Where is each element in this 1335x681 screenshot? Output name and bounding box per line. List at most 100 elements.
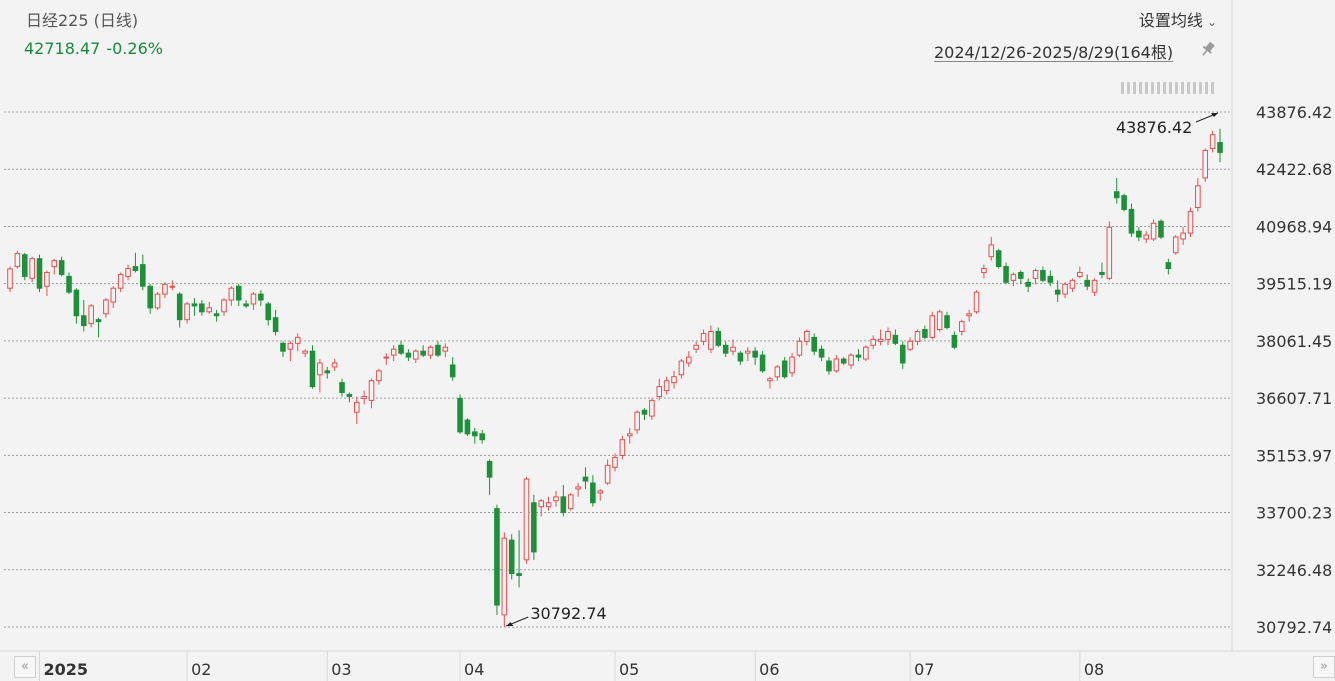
candle-body: [907, 340, 913, 350]
x-tick-label: 08: [1084, 660, 1104, 679]
candle-body: [678, 360, 685, 376]
candle-body: [44, 271, 50, 287]
candle-body: [258, 293, 264, 301]
candle-body: [951, 334, 958, 348]
candle-body: [1158, 220, 1164, 238]
candle-body: [501, 537, 508, 616]
candle-body: [553, 496, 559, 502]
candle-body: [1010, 273, 1017, 281]
x-tick-label: 06: [759, 660, 779, 679]
marker-strip: [1121, 82, 1214, 94]
candle-body: [811, 336, 817, 352]
candle-body: [656, 386, 663, 397]
candle-body: [7, 268, 13, 289]
candle-body: [1032, 269, 1039, 279]
candle-body: [789, 356, 795, 374]
candle-body: [715, 330, 722, 346]
candle-body: [1025, 281, 1031, 287]
candle-body: [1069, 279, 1076, 289]
price-quote: 42718.47 -0.26%: [24, 39, 169, 58]
candle-body: [117, 273, 124, 289]
candle-body: [494, 508, 500, 606]
candle-body: [700, 332, 707, 342]
last-price: 42718.47: [24, 39, 101, 58]
candle-body: [685, 356, 692, 364]
candle-body: [221, 299, 227, 313]
scroll-right-button[interactable]: »: [1313, 656, 1335, 678]
candle-body: [398, 344, 404, 354]
candle-body: [767, 378, 773, 382]
candle-body: [199, 303, 205, 313]
candle-body: [457, 397, 463, 433]
candle-body: [427, 346, 434, 356]
y-tick-label: 42422.68: [1256, 160, 1332, 179]
candle-body: [464, 419, 471, 435]
candle-body: [1106, 226, 1113, 279]
candle-body: [1062, 283, 1068, 295]
candle-body: [250, 293, 257, 305]
candle-body: [287, 342, 294, 350]
ma-settings-button[interactable]: 设置均线 ⌄: [1139, 7, 1217, 31]
candle-body: [80, 315, 87, 327]
candle-body: [66, 275, 72, 293]
y-tick-label: 43876.42: [1256, 103, 1332, 122]
candle-body: [1054, 289, 1061, 295]
candle-body: [420, 350, 426, 356]
candle-body: [848, 354, 854, 366]
candle-body: [619, 439, 626, 456]
low-arrowhead: [506, 622, 514, 626]
candle-body: [1217, 142, 1223, 153]
candle-body: [899, 344, 906, 364]
scroll-left-button[interactable]: «: [14, 656, 36, 678]
candle-body: [722, 344, 729, 354]
price-change: -0.26%: [106, 39, 163, 58]
candle-body: [486, 460, 493, 478]
y-tick-label: 32246.48: [1256, 561, 1332, 580]
pin-icon[interactable]: [1199, 40, 1217, 58]
candle-body: [14, 253, 21, 268]
candle-body: [1150, 222, 1157, 240]
high-annotation: 43876.42: [1116, 118, 1192, 137]
candle-body: [590, 482, 596, 504]
candle-body: [752, 350, 758, 358]
candle-body: [833, 358, 840, 372]
candle-body: [472, 431, 478, 437]
candle-body: [154, 293, 161, 309]
candle-body: [944, 315, 950, 329]
candle-body: [1172, 236, 1179, 254]
chart-title: 日经225 (日线): [26, 11, 139, 30]
candle-body: [737, 352, 744, 362]
candle-body: [243, 303, 249, 307]
y-tick-label: 39515.19: [1256, 275, 1332, 294]
candle-body: [1209, 134, 1216, 149]
candle-body: [671, 376, 677, 384]
candle-body: [58, 260, 65, 275]
candle-body: [1113, 191, 1120, 199]
candle-body: [516, 573, 522, 577]
candle-body: [265, 303, 272, 321]
candle-body: [1143, 234, 1150, 240]
candle-body: [442, 346, 449, 352]
candle-body: [958, 321, 965, 332]
candle-body: [877, 338, 884, 342]
date-range-selector[interactable]: 2024/12/26-2025/8/29(164根): [934, 43, 1174, 62]
candle-body: [361, 395, 367, 399]
candle-body: [272, 317, 279, 332]
candle-body: [95, 319, 102, 323]
candle-body: [1047, 275, 1054, 283]
candle-body: [855, 354, 862, 358]
candle-body: [1018, 271, 1024, 279]
candle-body: [405, 352, 412, 358]
candle-body: [531, 502, 537, 553]
candle-body: [302, 350, 308, 354]
candle-body: [730, 346, 736, 352]
y-tick-label: 33700.23: [1256, 504, 1332, 523]
candle-body: [582, 476, 589, 482]
candle-body: [73, 289, 80, 317]
candle-body: [1040, 269, 1046, 281]
chevron-down-icon: ⌄: [1206, 15, 1217, 29]
candle-body: [1003, 266, 1009, 283]
y-tick-label: 36607.71: [1256, 389, 1332, 408]
candle-body: [759, 354, 766, 372]
